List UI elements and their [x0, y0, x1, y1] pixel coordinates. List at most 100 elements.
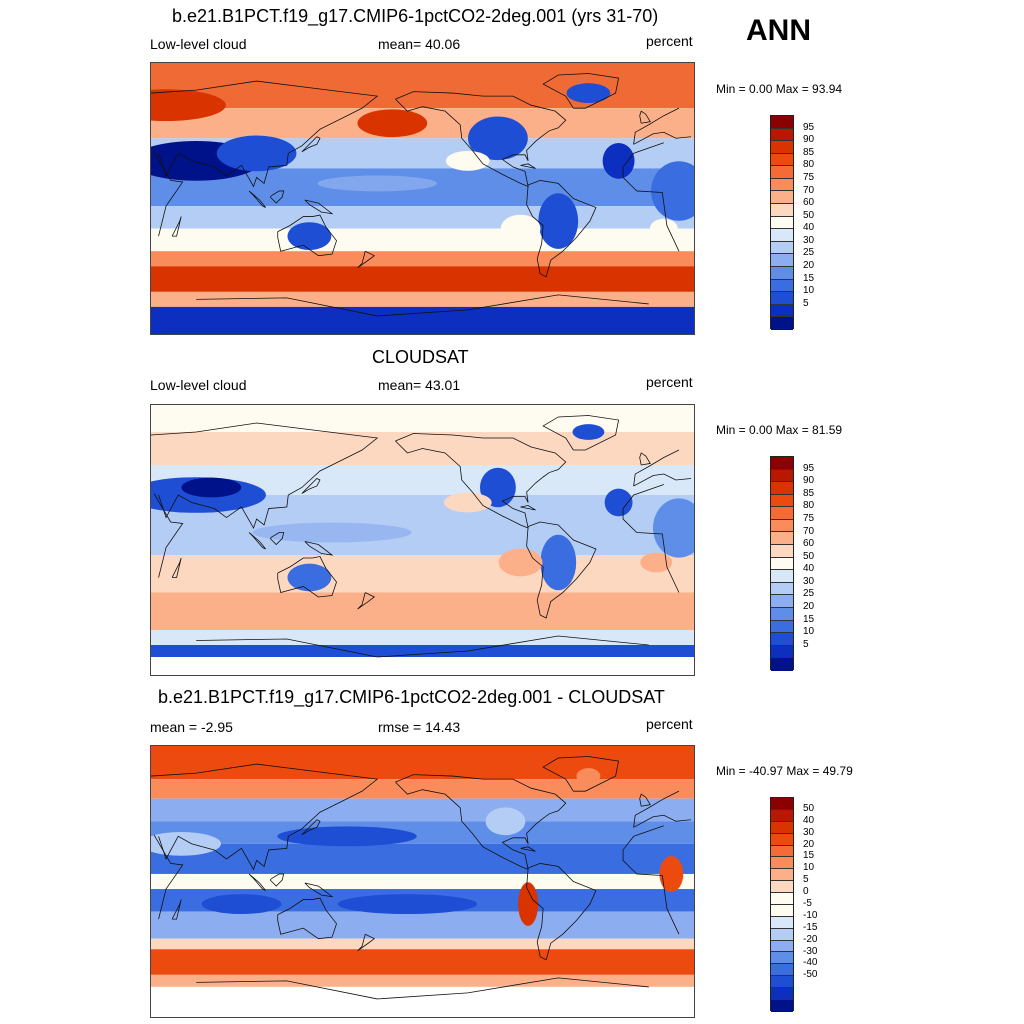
map-field: [151, 746, 694, 1017]
colorbar-swatch: [771, 266, 793, 280]
colorbar-swatch: [771, 317, 793, 330]
colorbar-tick-label: 30: [803, 826, 815, 838]
colorbar-swatch: [771, 976, 793, 988]
colorbar-swatch: [771, 658, 793, 671]
colorbar-tick-label: -50: [803, 969, 818, 981]
colorbar-tick-label: 25: [803, 247, 815, 259]
colorbar-tick-label: 75: [803, 171, 815, 183]
colorbar-swatch: [771, 952, 793, 965]
colorbar-tick-label: -10: [803, 909, 818, 921]
colorbar-tick-label: 50: [803, 550, 815, 562]
colorbar-swatch: [771, 254, 793, 267]
colorbar-tick-label: -30: [803, 945, 818, 957]
colorbar-tick-label: 40: [803, 814, 815, 826]
units-label: percent: [646, 374, 693, 390]
colorbar-tick-label: 60: [803, 197, 815, 209]
colorbar-swatch: [771, 292, 793, 305]
colorbar-tick-label: 85: [803, 146, 815, 158]
colorbar-tick-label: 50: [803, 802, 815, 814]
colorbar-tick-label: 5: [803, 874, 809, 886]
minmax-label: Min = 0.00 Max = 93.94: [716, 82, 843, 96]
colorbar-tick-label: 75: [803, 512, 815, 524]
units-label: percent: [646, 33, 693, 49]
mean-label: mean = -2.95: [150, 719, 233, 735]
colorbar-tick-label: 10: [803, 626, 815, 638]
variable-label: Low-level cloud: [150, 36, 247, 52]
colorbar-tick-label: 5: [803, 638, 809, 650]
colorbar-tick-label: 85: [803, 487, 815, 499]
season-label: ANN: [746, 14, 811, 47]
colorbar-tick-label: 90: [803, 475, 815, 487]
colorbar-swatch: [771, 904, 793, 917]
colorbar-swatch: [771, 545, 793, 558]
mean-label: mean= 43.01: [378, 377, 461, 393]
colorbar-swatch: [771, 279, 793, 293]
colorbar-swatch: [771, 457, 793, 470]
colorbar-swatch: [771, 595, 793, 608]
colorbar-swatch: [771, 940, 793, 953]
colorbar-tick-label: 95: [803, 121, 815, 133]
variable-label: Low-level cloud: [150, 377, 247, 393]
colorbar-swatch: [771, 881, 793, 893]
colorbar-tick-label: 70: [803, 525, 815, 537]
colorbar-tick-label: 60: [803, 538, 815, 550]
colorbar-swatch: [771, 519, 793, 533]
colorbar-swatch: [771, 582, 793, 596]
colorbar-tick-label: 80: [803, 159, 815, 171]
colorbar-swatch: [771, 141, 793, 154]
colorbar-swatch: [771, 988, 793, 1000]
map-field: [151, 405, 694, 675]
colorbar-swatch: [771, 216, 793, 230]
colorbar-swatch: [771, 229, 793, 242]
colorbar-tick-label: 10: [803, 285, 815, 297]
colorbar-swatch: [771, 869, 793, 882]
panel-title: b.e21.B1PCT.f19_g17.CMIP6-1pctCO2-2deg.0…: [172, 6, 659, 26]
colorbar-swatch: [771, 482, 793, 495]
colorbar-tick-label: -20: [803, 933, 818, 945]
minmax-label: Min = -40.97 Max = 49.79: [716, 764, 853, 778]
colorbar-swatch: [771, 833, 793, 846]
map-obs: [150, 404, 695, 676]
colorbar-swatch: [771, 633, 793, 646]
colorbar-tick-label: 5: [803, 297, 809, 309]
colorbar-tick-label: 0: [803, 886, 809, 898]
colorbar-swatch: [771, 809, 793, 822]
units-label: percent: [646, 716, 693, 732]
colorbar-swatch: [771, 557, 793, 571]
colorbar: [770, 797, 794, 1012]
colorbar-swatch: [771, 964, 793, 977]
colorbar-swatch: [771, 928, 793, 941]
colorbar-swatch: [771, 999, 793, 1012]
colorbar-swatch: [771, 532, 793, 546]
panel-title: CLOUDSAT: [372, 347, 469, 367]
colorbar-swatch: [771, 469, 793, 483]
colorbar-tick-label: 50: [803, 209, 815, 221]
colorbar-tick-label: 30: [803, 575, 815, 587]
colorbar-swatch: [771, 166, 793, 179]
colorbar-tick-label: -5: [803, 898, 812, 909]
colorbar-swatch: [771, 116, 793, 129]
colorbar-tick-label: -40: [803, 957, 818, 969]
colorbar-tick-label: 95: [803, 462, 815, 474]
colorbar-tick-label: 80: [803, 500, 815, 512]
colorbar-tick-label: 15: [803, 613, 815, 625]
colorbar-swatch: [771, 153, 793, 167]
colorbar-swatch: [771, 893, 793, 905]
map-diff: [150, 745, 695, 1018]
colorbar-tick-label: 40: [803, 563, 815, 575]
colorbar-swatch: [771, 204, 793, 217]
colorbar-swatch: [771, 845, 793, 858]
colorbar-tick-label: 70: [803, 184, 815, 196]
colorbar-swatch: [771, 191, 793, 205]
rmse-label: rmse = 14.43: [378, 719, 461, 735]
colorbar-swatch: [771, 304, 793, 318]
colorbar-swatch: [771, 178, 793, 192]
colorbar: [770, 456, 794, 671]
colorbar-swatch: [771, 494, 793, 508]
panel-title: b.e21.B1PCT.f19_g17.CMIP6-1pctCO2-2deg.0…: [158, 687, 665, 707]
minmax-label: Min = 0.00 Max = 81.59: [716, 423, 843, 437]
colorbar-tick-label: 25: [803, 588, 815, 600]
colorbar-tick-label: 20: [803, 601, 815, 613]
colorbar-swatch: [771, 857, 793, 870]
colorbar-tick-label: 20: [803, 260, 815, 272]
